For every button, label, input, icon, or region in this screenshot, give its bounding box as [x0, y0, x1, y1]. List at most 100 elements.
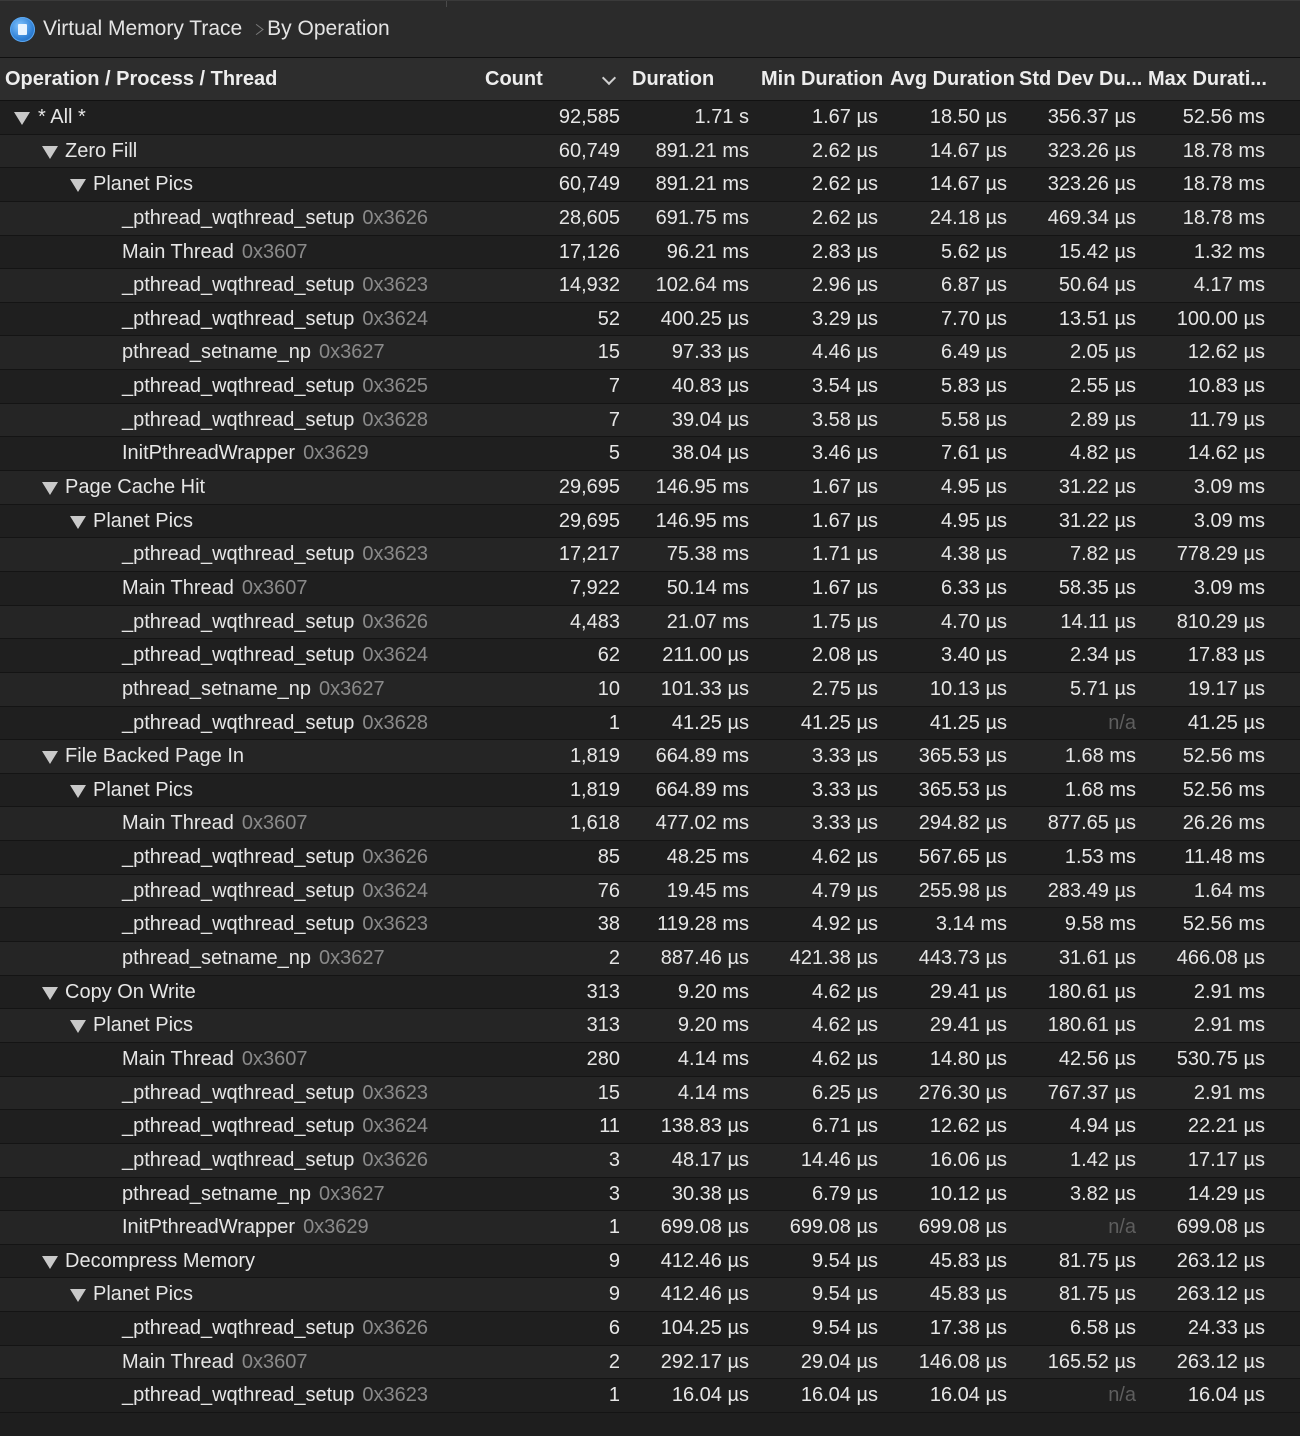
std-dev-cell: 81.75 µs [1058, 1283, 1136, 1306]
avg-duration-cell: 16.06 µs [929, 1148, 1007, 1171]
column-header-std-dev[interactable]: Std Dev Du... [1019, 68, 1143, 90]
table-row[interactable]: Copy On Write 313 9.20 ms 4.62 µs 29.41 µs 18… [0, 975, 1300, 1010]
max-duration-cell: 14.62 µs [1187, 442, 1265, 465]
row-name: Planet Pics [93, 1014, 194, 1037]
row-name: InitPthreadWrapper [122, 442, 296, 465]
max-duration-cell: 263.12 µs [1176, 1283, 1265, 1306]
disclosure-triangle-icon[interactable] [70, 1020, 86, 1034]
table-row[interactable]: Main Thread 0x3607 17,126 96.21 ms 2.83 µs 5.… [0, 235, 1300, 270]
row-name: Main Thread [122, 1047, 234, 1070]
table-row[interactable]: _pthread_wqthread_setup 0x3623 38 119.28 ms… [0, 908, 1300, 943]
disclosure-triangle-icon[interactable] [14, 112, 30, 125]
duration-cell: 292.17 µs [660, 1350, 749, 1373]
row-label: Page Cache Hit [65, 471, 205, 503]
table-row[interactable]: _pthread_wqthread_setup 0x3623 17,217 75.38… [0, 538, 1300, 572]
call-tree-table[interactable]: * All * 92,585 1.71 s 1.67 µs 18.50 µs 356.37… [0, 101, 1300, 1413]
column-header-min-duration[interactable]: Min Duration [761, 68, 884, 90]
table-row[interactable]: Planet Pics 313 9.20 ms 4.62 µs 29.41 µs 180.… [0, 1009, 1300, 1043]
table-row[interactable]: Decompress Memory 9 412.46 µs 9.54 µs 45.83 … [0, 1244, 1300, 1279]
disclosure-triangle-icon[interactable] [70, 515, 86, 529]
disclosure-triangle-icon[interactable] [42, 482, 58, 496]
min-duration-cell: 4.62 µs [811, 980, 878, 1003]
avg-duration-cell: 17.38 µs [929, 1317, 1007, 1340]
table-row[interactable]: _pthread_wqthread_setup 0x3624 11 138.83 µs… [0, 1110, 1300, 1144]
table-row[interactable]: _pthread_wqthread_setup 0x3628 7 39.04 µs 3.… [0, 403, 1300, 438]
avg-duration-cell: 10.12 µs [929, 1182, 1007, 1205]
thread-id: 0x3626 [362, 610, 429, 633]
table-row[interactable]: Main Thread 0x3607 2 292.17 µs 29.04 µs 146.0… [0, 1345, 1300, 1380]
thread-id: 0x3629 [303, 442, 369, 465]
table-row[interactable]: * All * 92,585 1.71 s 1.67 µs 18.50 µs 356.37… [0, 101, 1300, 135]
row-name: Planet Pics [93, 778, 194, 801]
table-row[interactable]: pthread_setname_np 0x3627 10 101.33 µs 2.75 … [0, 672, 1300, 707]
column-header-name[interactable]: Operation / Process / Thread [5, 68, 278, 90]
table-row[interactable]: pthread_setname_np 0x3627 3 30.38 µs 6.79 µs… [0, 1177, 1300, 1212]
count-cell: 2 [608, 1350, 620, 1373]
table-row[interactable]: InitPthreadWrapper 0x3629 5 38.04 µs 3.46 µs… [0, 437, 1300, 472]
sort-descending-icon[interactable] [601, 70, 617, 86]
min-duration-cell: 6.71 µs [811, 1115, 878, 1138]
table-row[interactable]: _pthread_wqthread_setup 0x3626 28,605 691.7… [0, 201, 1300, 236]
min-duration-cell: 4.79 µs [811, 879, 878, 902]
row-label: _pthread_wqthread_setup 0x3623 [122, 1077, 428, 1109]
duration-cell: 40.83 µs [671, 375, 749, 398]
table-row[interactable]: _pthread_wqthread_setup 0x3626 4,483 21.07 … [0, 605, 1300, 640]
disclosure-triangle-icon[interactable] [42, 1255, 58, 1269]
table-row[interactable]: pthread_setname_np 0x3627 15 97.33 µs 4.46 µ… [0, 336, 1300, 371]
table-row[interactable]: Main Thread 0x3607 7,922 50.14 ms 1.67 µs 6.3… [0, 571, 1300, 606]
table-row[interactable]: Planet Pics 60,749 891.21 ms 2.62 µs 14.67 µ… [0, 168, 1300, 202]
column-header-avg-duration[interactable]: Avg Duration [890, 68, 1015, 90]
count-cell: 76 [597, 879, 620, 902]
table-row[interactable]: _pthread_wqthread_setup 0x3626 3 48.17 µs 14… [0, 1143, 1300, 1178]
table-row[interactable]: _pthread_wqthread_setup 0x3624 62 211.00 µs… [0, 639, 1300, 673]
column-header-duration[interactable]: Duration [632, 68, 715, 90]
row-label: Main Thread 0x3607 [122, 1043, 308, 1075]
table-row[interactable]: pthread_setname_np 0x3627 2 887.46 µs 421.38… [0, 942, 1300, 976]
table-row[interactable]: _pthread_wqthread_setup 0x3624 52 400.25 µs… [0, 302, 1300, 337]
column-header-count[interactable]: Count [485, 68, 543, 90]
table-row[interactable]: File Backed Page In 1,819 664.89 ms 3.33 µs… [0, 740, 1300, 774]
table-row[interactable]: Planet Pics 1,819 664.89 ms 3.33 µs 365.53 µ… [0, 773, 1300, 808]
std-dev-cell: 877.65 µs [1047, 812, 1136, 835]
min-duration-cell: 1.75 µs [811, 610, 878, 633]
row-name: Main Thread [122, 1350, 234, 1373]
table-row[interactable]: _pthread_wqthread_setup 0x3624 76 19.45 ms 4… [0, 874, 1300, 909]
disclosure-triangle-icon[interactable] [70, 1289, 86, 1303]
disclosure-triangle-icon[interactable] [42, 751, 58, 765]
breadcrumb-view[interactable]: By Operation [267, 17, 390, 40]
table-row[interactable]: Main Thread 0x3607 280 4.14 ms 4.62 µs 14.80 … [0, 1042, 1300, 1077]
row-label: Zero Fill [65, 135, 137, 167]
disclosure-triangle-icon[interactable] [42, 145, 58, 159]
table-row[interactable]: _pthread_wqthread_setup 0x3623 1 16.04 µs 16… [0, 1379, 1300, 1413]
row-name: _pthread_wqthread_setup [122, 610, 355, 633]
table-row[interactable]: InitPthreadWrapper 0x3629 1 699.08 µs 699.08… [0, 1211, 1300, 1245]
table-row[interactable]: _pthread_wqthread_setup 0x3625 7 40.83 µs 3.… [0, 370, 1300, 404]
disclosure-triangle-icon[interactable] [42, 986, 58, 1000]
row-label: _pthread_wqthread_setup 0x3624 [122, 639, 428, 671]
min-duration-cell: 14.46 µs [800, 1148, 878, 1171]
std-dev-cell: 31.22 µs [1058, 509, 1136, 532]
table-row[interactable]: _pthread_wqthread_setup 0x3626 6 104.25 µs 9… [0, 1312, 1300, 1346]
disclosure-triangle-icon[interactable] [70, 179, 86, 193]
column-header-max-duration[interactable]: Max Durati... [1148, 68, 1267, 90]
row-name: Planet Pics [93, 1283, 194, 1306]
max-duration-cell: 3.09 ms [1193, 476, 1265, 499]
table-row[interactable]: Zero Fill 60,749 891.21 ms 2.62 µs 14.67 µs 3… [0, 134, 1300, 169]
thread-id: 0x3623 [362, 1081, 429, 1104]
table-row[interactable]: Page Cache Hit 29,695 146.95 ms 1.67 µs 4.95… [0, 471, 1300, 505]
breadcrumb-instrument[interactable]: Virtual Memory Trace [43, 17, 243, 40]
table-row[interactable]: Main Thread 0x3607 1,618 477.02 ms 3.33 µs 29… [0, 807, 1300, 842]
disclosure-triangle-icon[interactable] [70, 784, 86, 798]
std-dev-cell: 9.58 ms [1064, 913, 1136, 936]
row-label: pthread_setname_np 0x3627 [122, 1178, 385, 1210]
min-duration-cell: 29.04 µs [800, 1350, 878, 1373]
count-cell: 2 [608, 947, 620, 970]
table-row[interactable]: _pthread_wqthread_setup 0x3623 15 4.14 ms 6.… [0, 1076, 1300, 1111]
table-row[interactable]: _pthread_wqthread_setup 0x3626 85 48.25 ms 4… [0, 841, 1300, 875]
duration-cell: 477.02 ms [655, 812, 749, 835]
row-label: * All * [38, 101, 86, 133]
table-row[interactable]: Planet Pics 29,695 146.95 ms 1.67 µs 4.95 µs… [0, 504, 1300, 539]
table-row[interactable]: _pthread_wqthread_setup 0x3628 1 41.25 µs 41… [0, 706, 1300, 741]
table-row[interactable]: _pthread_wqthread_setup 0x3623 14,932 102.6… [0, 269, 1300, 303]
table-row[interactable]: Planet Pics 9 412.46 µs 9.54 µs 45.83 µs 81.7… [0, 1278, 1300, 1313]
